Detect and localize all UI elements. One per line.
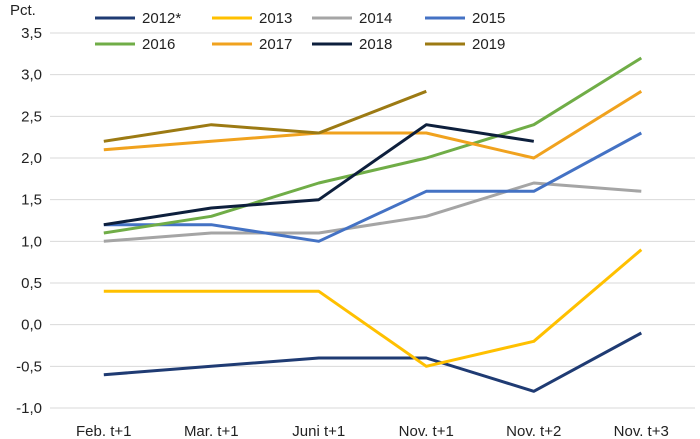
series-line-2012 (103, 331, 643, 393)
x-tick-label: Nov. t+3 (614, 423, 669, 439)
legend-item: 2016 (95, 36, 175, 53)
y-tick-label: 0,5 (21, 275, 42, 292)
x-axis-ticks: Feb. t+1 Mar. t+1 Juni t+1 Nov. t+1 Nov. t+2… (76, 423, 669, 439)
series-line-2018 (103, 123, 535, 227)
legend-label: 2019 (472, 36, 505, 53)
legend-item: 2018 (312, 36, 392, 53)
legend: 2012* 2013 2014 2015 2016 2017 2018 2019 (95, 10, 505, 53)
y-unit-label: Pct. (10, 2, 36, 19)
legend-label: 2012* (142, 10, 181, 27)
legend-item: 2015 (425, 10, 505, 27)
legend-item: 2012* (95, 10, 181, 27)
y-axis-ticks: 3,5 3,0 2,5 2,0 1,5 1,0 0,5 0,0 -0,5 -1,0 (16, 25, 42, 417)
grid (50, 32, 695, 409)
legend-item: 2019 (425, 36, 505, 53)
y-tick-label: 3,5 (21, 25, 42, 42)
y-tick-label: 2,0 (21, 150, 42, 167)
y-tick-label: 0,0 (21, 317, 42, 334)
legend-label: 2013 (259, 10, 292, 27)
y-tick-label: 2,5 (21, 108, 42, 125)
y-tick-label: 3,0 (21, 67, 42, 84)
series-line-2015 (103, 131, 643, 243)
legend-label: 2018 (359, 36, 392, 53)
legend-label: 2016 (142, 36, 175, 53)
series-line-2019 (103, 89, 427, 143)
x-tick-label: Juni t+1 (292, 423, 345, 439)
x-tick-label: Mar. t+1 (184, 423, 239, 439)
series-line-2016 (103, 56, 643, 235)
legend-item: 2013 (212, 10, 292, 27)
series-line-2014 (103, 181, 642, 243)
y-tick-label: 1,5 (21, 192, 42, 209)
legend-label: 2015 (472, 10, 505, 27)
series-lines (103, 56, 643, 393)
series-line-2017 (103, 90, 643, 160)
y-tick-label: 1,0 (21, 233, 42, 250)
legend-label: 2017 (259, 36, 292, 53)
y-tick-label: -1,0 (16, 400, 42, 417)
series-line-2013 (103, 248, 643, 368)
y-tick-label: -0,5 (16, 358, 42, 375)
x-tick-label: Nov. t+1 (399, 423, 454, 439)
legend-item: 2017 (212, 36, 292, 53)
legend-label: 2014 (359, 10, 392, 27)
legend-item: 2014 (312, 10, 392, 27)
x-tick-label: Nov. t+2 (506, 423, 561, 439)
x-tick-label: Feb. t+1 (76, 423, 131, 439)
